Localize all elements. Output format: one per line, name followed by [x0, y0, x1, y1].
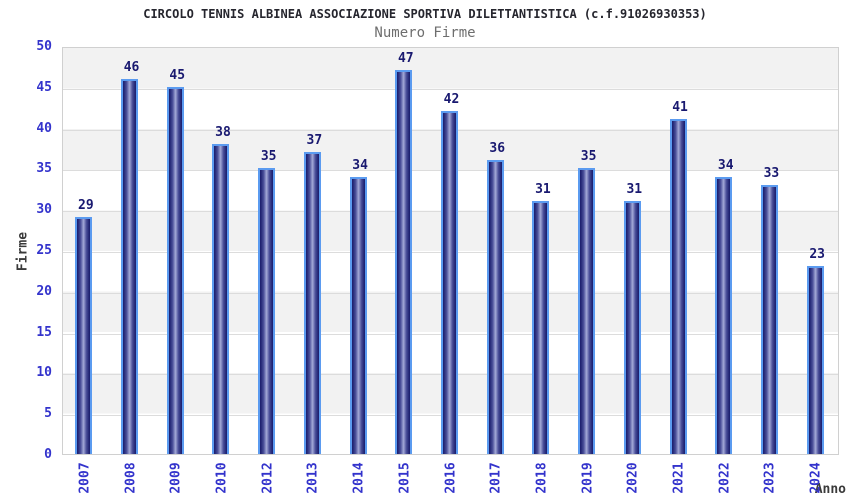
x-tick-label-2012: 2012 [260, 462, 276, 494]
chart-title: CIRCOLO TENNIS ALBINEA ASSOCIAZIONE SPOR… [143, 7, 707, 21]
bar-value-label-2013: 37 [306, 133, 323, 149]
x-tick-label-2023: 2023 [762, 462, 778, 494]
y-tick-label-50: 50 [36, 39, 52, 54]
x-tick-label-2008: 2008 [123, 462, 139, 494]
bar-2022 [715, 176, 733, 454]
x-tick-label-2007: 2007 [77, 462, 93, 494]
bar-value-label-2014: 34 [352, 157, 368, 173]
bar-value-label-2023: 33 [763, 165, 780, 181]
bar-value-label-2012: 35 [260, 149, 277, 165]
y-tick-label-0: 0 [44, 447, 52, 462]
bar-2015 [395, 70, 413, 454]
bar-value-label-2007: 29 [78, 198, 94, 214]
y-tick-label-25: 25 [36, 243, 52, 258]
x-tick-label-2024: 2024 [808, 462, 824, 494]
x-tick-label-2009: 2009 [168, 462, 184, 494]
bar-value-label-2018: 31 [535, 182, 551, 198]
bar-value-label-2010: 38 [215, 124, 231, 140]
x-tick-label-2018: 2018 [534, 462, 550, 494]
bar-2008 [121, 78, 139, 454]
y-tick-label-20: 20 [36, 283, 52, 299]
bar-2019 [578, 168, 596, 454]
y-tick-label-30: 30 [36, 202, 52, 218]
bar-2014 [349, 176, 367, 454]
plot-area: 29 46 45 38 35 37 34 47 42 36 31 35 31 41 34 33 23 [62, 47, 839, 455]
x-tick-label-2013: 2013 [305, 462, 321, 494]
bar-value-label-2008: 46 [123, 59, 140, 75]
bar-2012 [258, 168, 276, 454]
gridline-45 [63, 88, 838, 90]
bar-value-label-2019: 35 [580, 149, 597, 165]
x-tick-label-2017: 2017 [488, 462, 504, 494]
x-axis-title: Anno [814, 482, 846, 497]
bar-2024 [806, 266, 824, 454]
bar-value-label-2015: 47 [397, 51, 414, 67]
x-tick-label-2010: 2010 [214, 462, 230, 494]
bar-value-label-2022: 34 [717, 157, 734, 173]
bar-2009 [166, 86, 184, 454]
bar-2018 [532, 201, 550, 454]
bar-2021 [669, 119, 687, 454]
bar-2017 [486, 160, 504, 454]
bar-2007 [75, 217, 93, 454]
bar-value-label-2009: 45 [169, 67, 186, 83]
bar-value-label-2021: 41 [672, 100, 688, 116]
bar-2013 [303, 152, 321, 454]
bar-value-label-2016: 42 [443, 92, 460, 108]
y-tick-label-5: 5 [44, 406, 52, 422]
bar-2023 [760, 184, 778, 454]
bar-2020 [623, 201, 641, 454]
bar-value-label-2017: 36 [489, 141, 506, 157]
y-tick-label-15: 15 [36, 324, 52, 340]
y-tick-label-35: 35 [36, 161, 52, 177]
y-tick-label-10: 10 [36, 365, 52, 381]
y-tick-label-45: 45 [36, 79, 52, 95]
chart-subtitle: Numero Firme [374, 25, 476, 41]
y-tick-label-40: 40 [36, 120, 52, 136]
bar-value-label-2020: 31 [626, 182, 643, 198]
x-tick-label-2016: 2016 [443, 462, 458, 494]
x-tick-label-2022: 2022 [717, 462, 733, 494]
x-tick-label-2015: 2015 [397, 462, 413, 494]
x-tick-label-2021: 2021 [671, 462, 687, 494]
x-tick-label-2014: 2014 [351, 462, 367, 494]
bar-2016 [441, 111, 458, 454]
x-tick-label-2019: 2019 [580, 462, 596, 494]
x-tick-label-2020: 2020 [625, 462, 641, 494]
bar-2010 [212, 143, 230, 454]
bar-value-label-2024: 23 [809, 247, 825, 263]
